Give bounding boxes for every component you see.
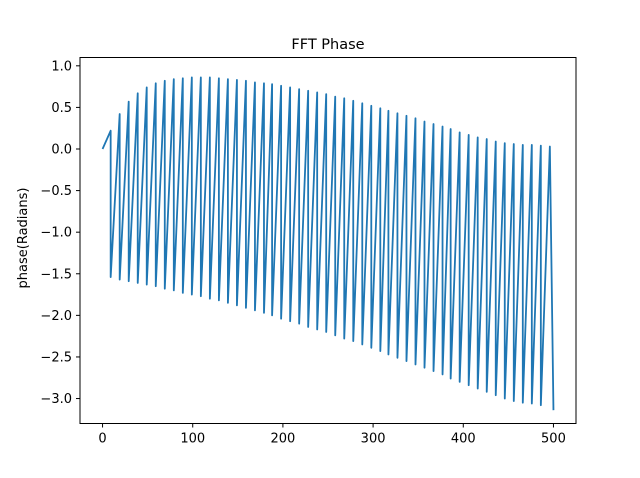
y-tick-label: 0.5 [51, 101, 72, 116]
y-tick-label: −3.0 [40, 392, 72, 407]
plot-area [101, 76, 555, 411]
y-tick-label: −2.0 [40, 309, 72, 324]
x-tick-label: 500 [541, 432, 566, 447]
y-tick-label: −1.0 [40, 226, 72, 241]
phase-series-line [101, 76, 555, 411]
chart-title: FFT Phase [291, 37, 364, 53]
y-tick-label: −1.5 [40, 267, 72, 282]
y-tick-label: −0.5 [40, 184, 72, 199]
y-tick-label: 1.0 [51, 59, 72, 74]
x-tick-label: 100 [180, 432, 205, 447]
x-tick-label: 300 [361, 432, 386, 447]
x-tick-label: 200 [270, 432, 295, 447]
y-tick-label: −2.5 [40, 350, 72, 365]
y-tick-label: 0.0 [51, 143, 72, 158]
plot-frame [79, 57, 577, 424]
x-tick-label: 400 [451, 432, 476, 447]
axis-ticks: 0 100 200 300 400 500 1.0 0.5 0.0 −0.5 −1.0 −1.5 −2.… [40, 59, 565, 446]
y-axis-label: phase(Radians) [16, 188, 31, 289]
x-tick-label: 0 [98, 432, 106, 447]
